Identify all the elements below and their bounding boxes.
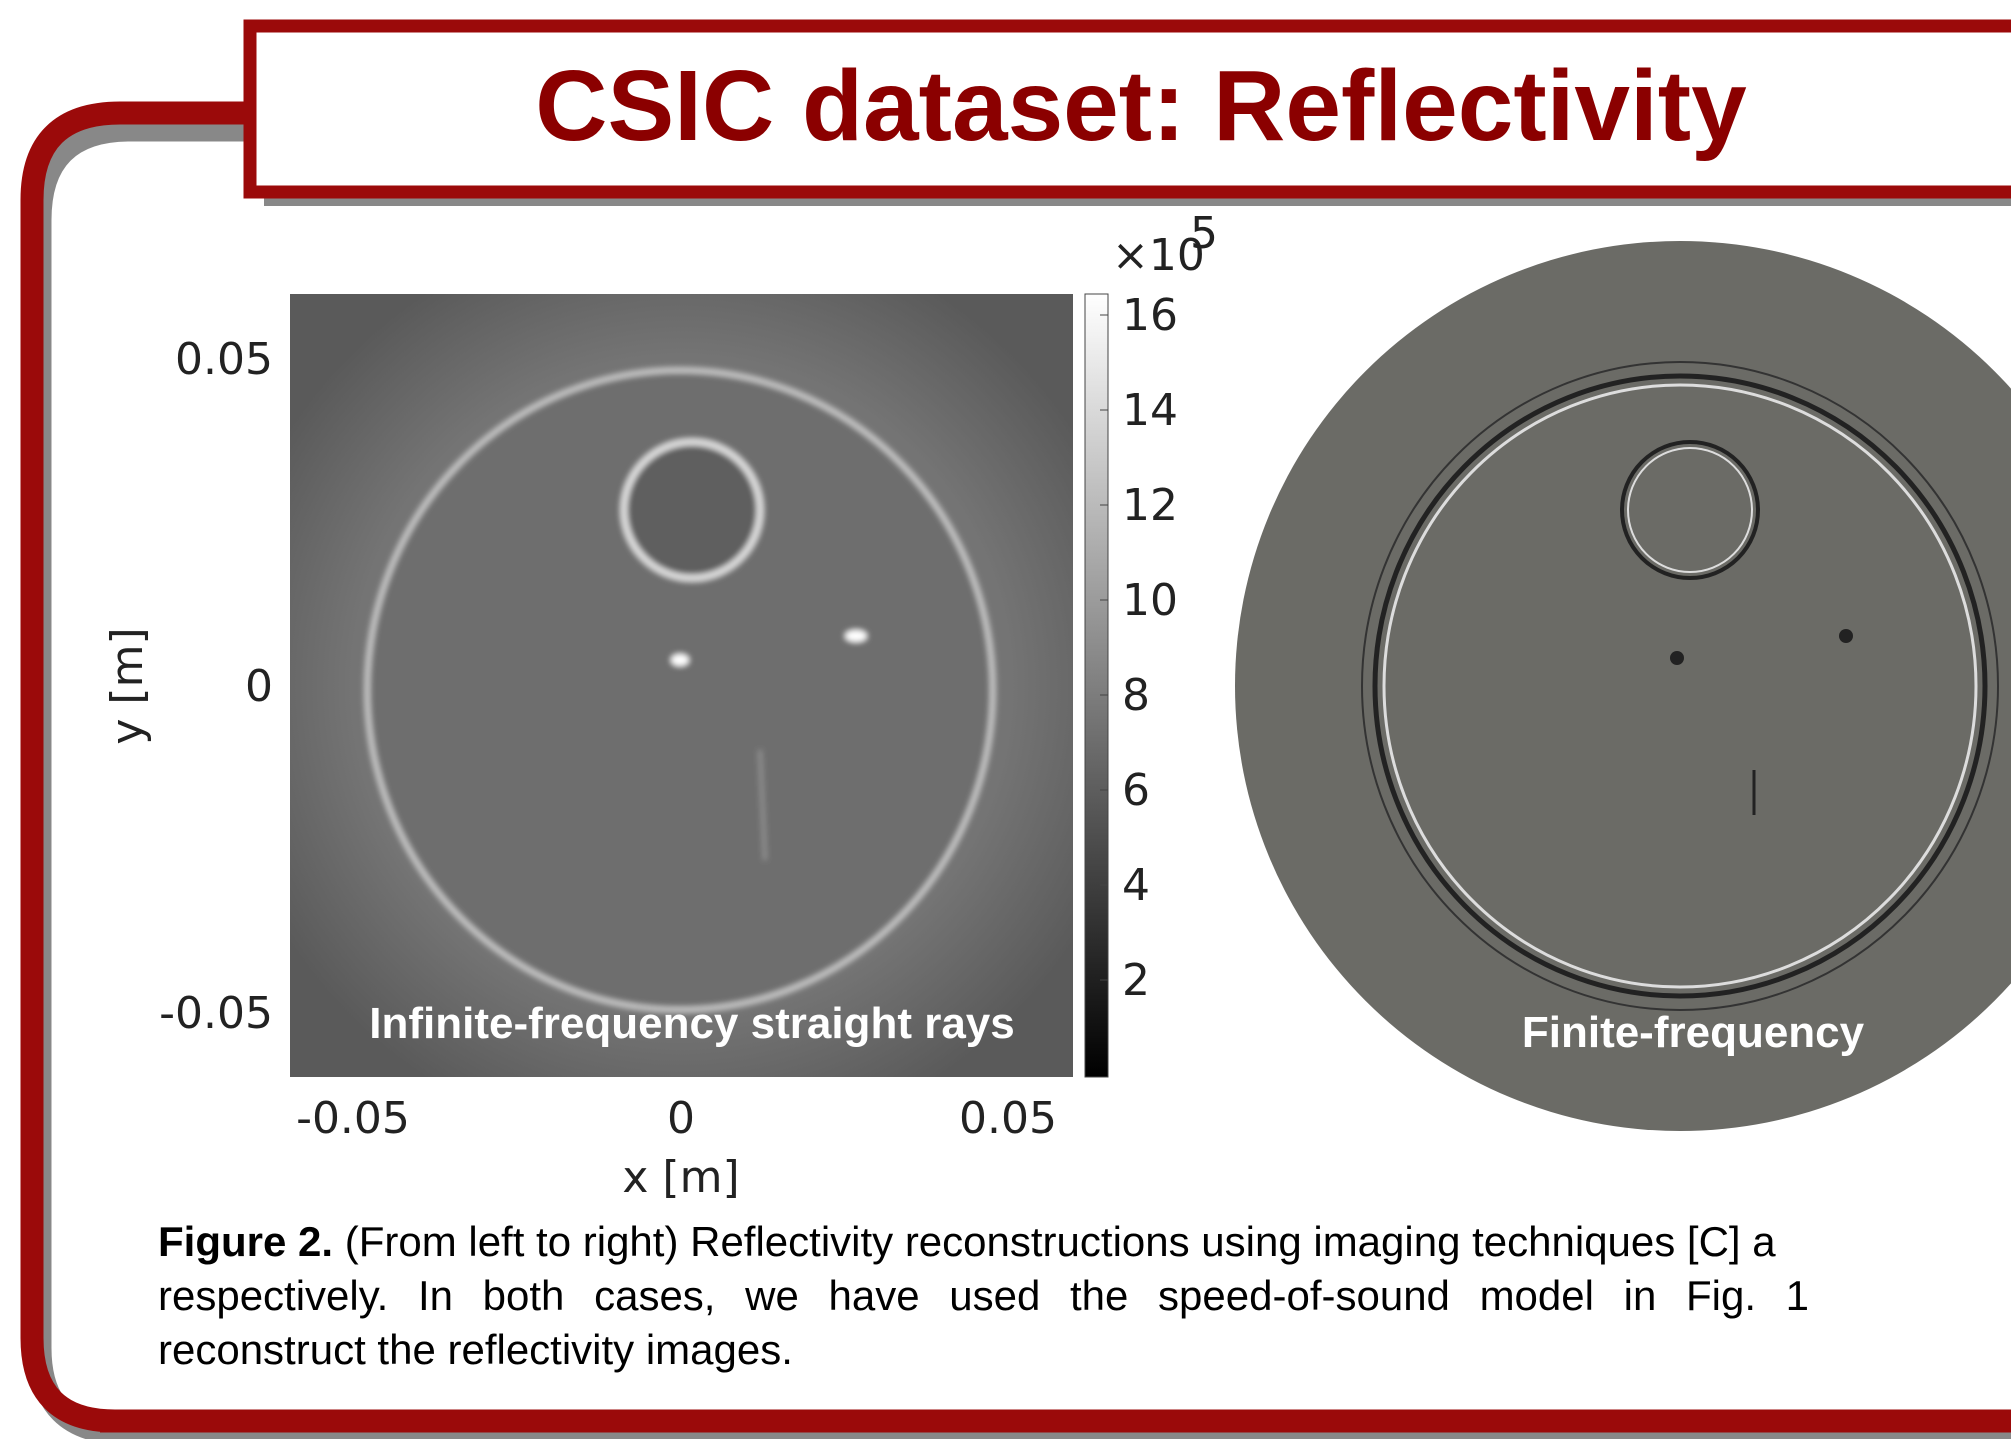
colorbar-tick-label: 12 — [1122, 480, 1178, 531]
x-tick-label: 0.05 — [959, 1093, 1057, 1144]
left-image — [290, 294, 1073, 1077]
caption-label: Figure 2. — [158, 1218, 333, 1265]
colorbar-tick-label: 16 — [1122, 290, 1178, 341]
y-axis-label: y [m] — [102, 627, 153, 744]
x-axis-label: x [m] — [622, 1152, 739, 1203]
colorbar-tick-label: 14 — [1122, 385, 1178, 436]
caption-text: (From left to right) Reflectivity recons… — [333, 1218, 1776, 1265]
page: CSIC dataset: Reflectivity ×10 5 1614121… — [0, 0, 2011, 1439]
colorbar-tick-label: 8 — [1122, 670, 1150, 721]
title: CSIC dataset: Reflectivity — [535, 50, 1747, 162]
panel-label: Infinite-frequency straight rays — [369, 999, 1014, 1048]
colorbar — [1085, 294, 1108, 1077]
caption-line: Figure 2. (From left to right) Reflectiv… — [158, 1218, 1776, 1265]
x-tick-label: 0 — [667, 1093, 695, 1144]
caption-line: reconstruct the reflectivity images. — [158, 1326, 793, 1373]
colorbar-tick-label: 2 — [1122, 955, 1150, 1006]
panel-label: Finite-frequency — [1522, 1008, 1865, 1057]
slide: CSIC dataset: Reflectivity ×10 5 1614121… — [0, 0, 2011, 1439]
caption-line: respectively. In both cases, we have use… — [158, 1272, 1809, 1319]
colorbar-exponent: 5 — [1190, 208, 1218, 259]
y-tick-label: 0.05 — [175, 334, 273, 385]
y-tick-label: -0.05 — [159, 988, 273, 1039]
colorbar-tick-label: 4 — [1122, 860, 1150, 911]
x-tick-label: -0.05 — [296, 1093, 410, 1144]
y-tick-label: 0 — [245, 661, 273, 712]
colorbar-tick-label: 10 — [1122, 575, 1178, 626]
colorbar-tick-label: 6 — [1122, 765, 1150, 816]
right-image — [1235, 241, 2011, 1131]
